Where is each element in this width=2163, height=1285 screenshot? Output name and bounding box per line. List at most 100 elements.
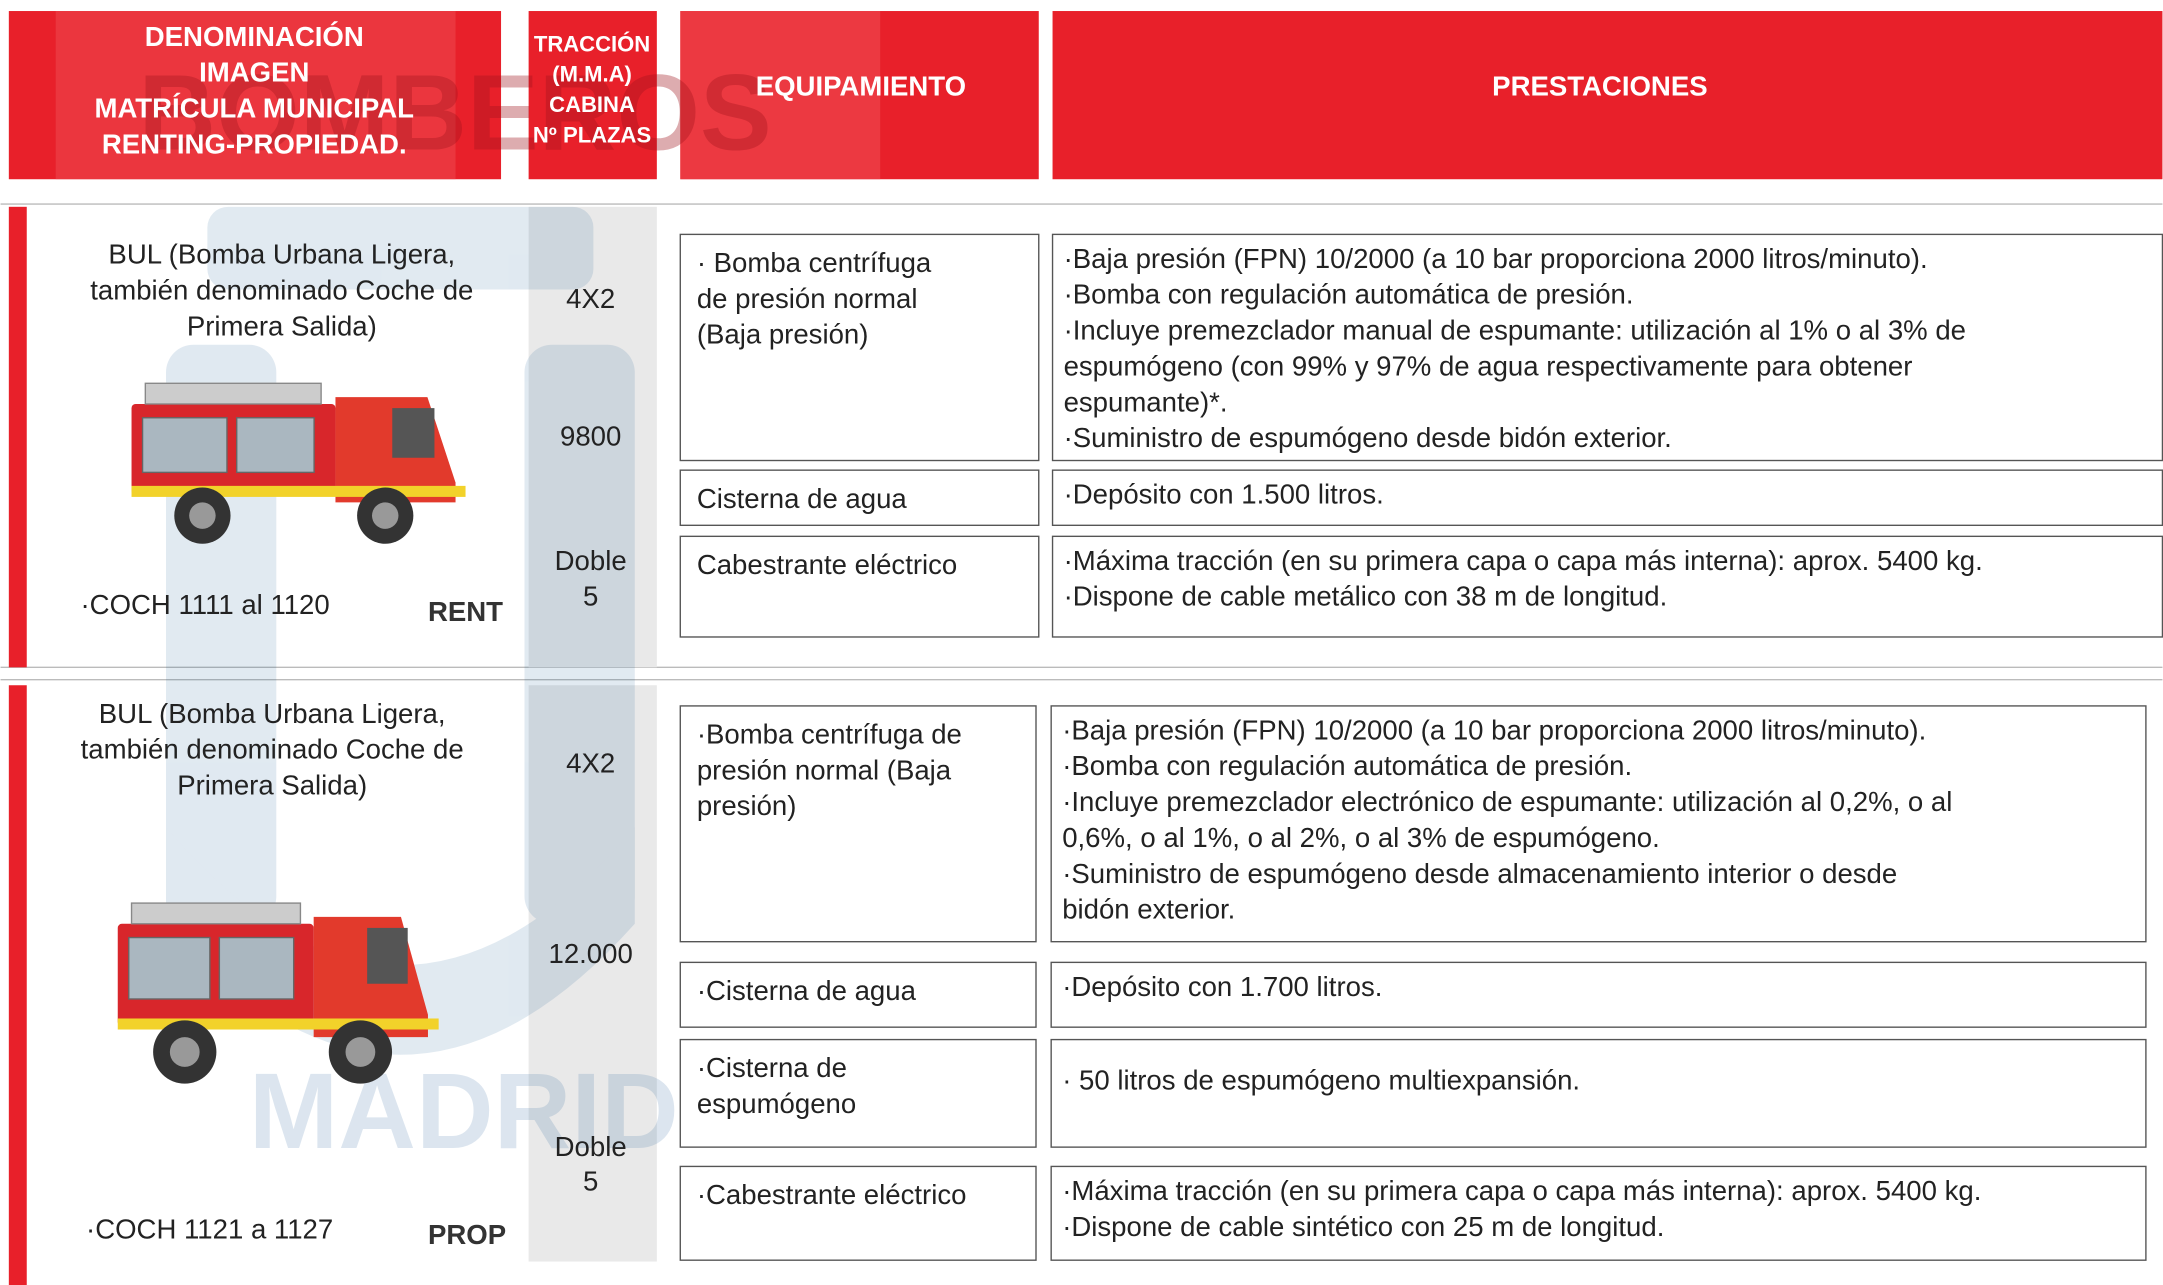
spec-box [1050,705,2147,943]
tech-value: Doble [555,1131,627,1162]
spec-line: ·Bomba con regulación automática de pres… [1064,279,1634,310]
spec-line: ·Depósito con 1.500 litros. [1064,479,1384,510]
equipment-name: Cabestrante eléctrico [697,549,957,580]
spec-box [1051,233,2163,462]
header-text: RENTING-PROPIEDAD. [102,128,407,159]
header-text: DENOMINACIÓN [145,21,364,52]
spec-box [1050,961,2147,1028]
row-bar [8,685,27,1285]
tech-value: 12.000 [549,938,633,969]
vehicle-code: ·COCH 1111 al 1120 [81,589,330,620]
spec-line: ·Dispone de cable sintético con 25 m de … [1062,1211,1664,1242]
equipment-name: Cisterna de agua [697,483,908,514]
header-text: (M.M.A) [552,62,632,87]
tech-value: 5 [583,581,598,612]
truck-window [367,927,408,984]
truck-locker [236,417,315,474]
ownership: RENT [428,596,503,627]
equipment-box [679,535,1040,638]
vehicle-name: Primera Salida) [187,310,377,341]
spec-line: ·Máxima tracción (en su primera capa o c… [1064,545,1983,576]
equipment-name: ·Cisterna de agua [697,975,917,1006]
truck-stripe [117,1018,439,1030]
spec-box [1051,535,2163,638]
header-cell [528,11,657,180]
equipment-name: espumógeno [697,1088,856,1119]
tech-column [528,206,657,668]
spec-line: espumógeno (con 99% y 97% de agua respec… [1064,350,1913,381]
equipment-name: presión normal (Baja [697,754,952,785]
vehicle-name: BUL (Bomba Urbana Ligera, [99,698,446,729]
equipment-box [679,233,1040,462]
truck-hub [345,1037,376,1067]
truck-image [131,382,466,544]
vehicle-name: Primera Salida) [177,770,367,801]
spec-line: ·Baja presión (FPN) 10/2000 (a 10 bar pr… [1062,714,1926,745]
truck-top [130,902,302,925]
spec-box [1050,1038,2147,1148]
truck-hub [371,502,399,529]
header-text: PRESTACIONES [1492,71,1707,102]
ownership: PROP [428,1219,506,1250]
header-text: CABINA [549,92,635,117]
vehicle-name: también denominado Coche de [90,275,473,306]
spec-box [1050,1165,2147,1261]
vehicle-name: también denominado Coche de [81,734,464,765]
equipment-name: de presión normal [697,283,918,314]
tech-value: 4X2 [566,283,615,314]
header-shade [55,11,456,180]
header-text: Nº PLAZAS [533,122,651,147]
spec-line: ·Máxima tracción (en su primera capa o c… [1062,1175,1981,1206]
truck-locker [141,417,228,474]
tech-value: 4X2 [566,747,615,778]
equipment-name: (Baja presión) [697,319,869,350]
spec-line: · 50 litros de espumógeno multiexpansión… [1062,1065,1580,1096]
spec-line: espumante)*. [1064,386,1228,417]
spec-line: ·Incluye premezclador manual de espumant… [1064,315,1966,346]
tech-value: 9800 [560,421,621,452]
vehicle-code: ·COCH 1121 a 1127 [86,1214,333,1245]
row-bar [8,206,27,668]
equipment-name: ·Bomba centrífuga de [697,719,962,750]
spec-line: ·Depósito con 1.700 litros. [1062,971,1382,1002]
truck-locker [218,936,295,1000]
watermark: MADRID [249,1051,679,1171]
equipment-name: · Bomba centrífuga [697,247,932,278]
truck-hub [169,1037,200,1067]
spec-line: ·Suministro de espumógeno desde bidón ex… [1064,422,1672,453]
truck-image [117,902,439,1084]
spec-line: ·Dispone de cable metálico con 38 m de l… [1064,581,1668,612]
equipment-box [679,469,1040,526]
equipment-name: ·Cisterna de [697,1052,847,1083]
header-cell [1052,11,2163,180]
tech-value: 5 [583,1165,598,1196]
spec-box [1051,469,2163,526]
spec-line: ·Bomba con regulación automática de pres… [1062,750,1632,781]
truck-top [144,382,322,405]
truck-stripe [131,485,466,497]
header-text: TRACCIÓN [534,31,650,56]
watermark: BOMBEROS [138,53,771,173]
tech-value: Doble [555,545,627,576]
equipment-name: ·Cabestrante eléctrico [697,1179,967,1210]
equipment-box [679,705,1037,943]
equipment-box [679,1038,1037,1148]
spec-line: ·Incluye premezclador electrónico de esp… [1062,786,1952,817]
equipment-name: presión) [697,790,797,821]
header-text: EQUIPAMIENTO [756,71,966,102]
truck-locker [128,936,211,1000]
vehicle-name: BUL (Bomba Urbana Ligera, [108,239,455,270]
spec-line: bidón exterior. [1062,894,1235,925]
header-text: IMAGEN [199,57,309,88]
truck-hub [189,502,216,529]
header-shade [680,11,881,180]
tech-column [528,685,657,1262]
equipment-box [679,961,1037,1028]
truck-window [392,408,435,458]
spec-line: ·Baja presión (FPN) 10/2000 (a 10 bar pr… [1064,243,1928,274]
header-text: MATRÍCULA MUNICIPAL [95,93,414,124]
spec-line: ·Suministro de espumógeno desde almacena… [1062,858,1897,889]
equipment-box [679,1165,1037,1261]
spec-line: 0,6%, o al 1%, o al 2%, o al 3% de espum… [1062,822,1660,853]
